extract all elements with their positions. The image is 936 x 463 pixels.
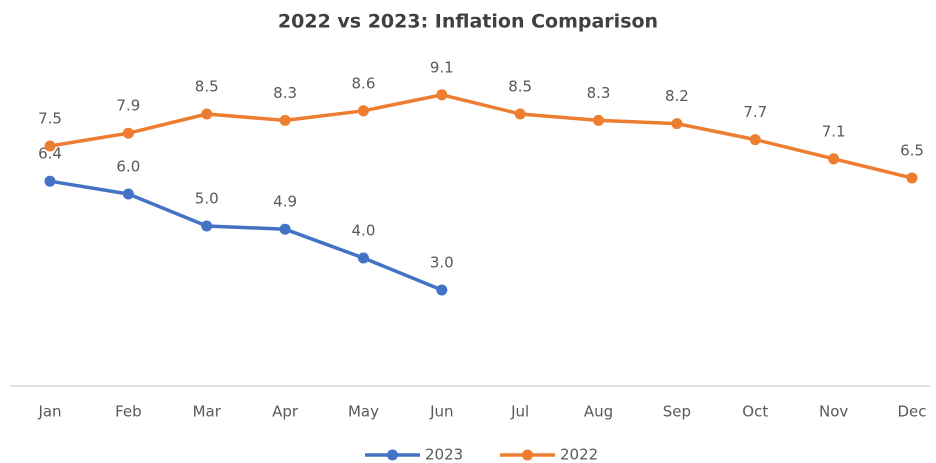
x-tick-label: Dec bbox=[897, 403, 926, 421]
x-tick-label: Jun bbox=[429, 403, 453, 421]
data-label: 3.0 bbox=[430, 254, 454, 272]
point bbox=[436, 284, 448, 296]
x-tick-label: May bbox=[348, 403, 379, 421]
point bbox=[201, 220, 213, 232]
data-label: 6.5 bbox=[900, 142, 924, 160]
legend-label: 2023 bbox=[425, 446, 463, 463]
data-label: 7.9 bbox=[116, 97, 140, 115]
x-tick-label: Aug bbox=[584, 403, 613, 421]
x-tick-label: Jan bbox=[37, 403, 61, 421]
x-tick-label: Nov bbox=[819, 403, 848, 421]
x-tick-label: Mar bbox=[193, 403, 222, 421]
data-label: 5.0 bbox=[195, 190, 219, 208]
point bbox=[671, 118, 683, 130]
data-label: 8.5 bbox=[508, 78, 532, 96]
point bbox=[279, 114, 291, 126]
data-label: 4.9 bbox=[273, 193, 297, 211]
point bbox=[357, 252, 369, 264]
legend-marker bbox=[387, 449, 398, 461]
legend-marker bbox=[522, 449, 533, 461]
point bbox=[514, 108, 526, 120]
x-tick-label: Apr bbox=[272, 403, 299, 421]
data-label: 8.3 bbox=[273, 84, 297, 102]
point bbox=[201, 108, 213, 120]
point bbox=[593, 114, 605, 126]
data-label: 7.1 bbox=[822, 122, 846, 140]
point bbox=[436, 89, 448, 101]
point bbox=[44, 175, 56, 187]
data-label: 6.4 bbox=[38, 145, 62, 163]
data-label: 8.2 bbox=[665, 87, 689, 105]
point bbox=[122, 127, 134, 139]
point bbox=[44, 140, 56, 152]
point bbox=[357, 105, 369, 117]
data-label: 7.7 bbox=[743, 103, 767, 121]
data-label: 9.1 bbox=[430, 58, 454, 76]
series-line bbox=[49, 93, 913, 180]
series-line bbox=[49, 179, 443, 292]
x-tick-label: Sep bbox=[663, 403, 691, 421]
point bbox=[906, 172, 918, 184]
data-label: 8.6 bbox=[352, 74, 376, 92]
data-label: 4.0 bbox=[352, 222, 376, 240]
point bbox=[279, 223, 291, 235]
point bbox=[749, 134, 761, 146]
data-label: 8.5 bbox=[195, 78, 219, 96]
x-tick-label: Feb bbox=[115, 403, 142, 421]
x-tick-label: Jul bbox=[510, 403, 529, 421]
chart-title: 2022 vs 2023: Inflation Comparison bbox=[278, 11, 658, 33]
point bbox=[122, 188, 134, 200]
point bbox=[828, 153, 840, 165]
data-label: 8.3 bbox=[587, 84, 611, 102]
legend-label: 2022 bbox=[560, 446, 598, 463]
data-label: 6.0 bbox=[116, 158, 140, 176]
x-tick-label: Oct bbox=[742, 403, 768, 421]
data-label: 7.5 bbox=[38, 110, 62, 128]
